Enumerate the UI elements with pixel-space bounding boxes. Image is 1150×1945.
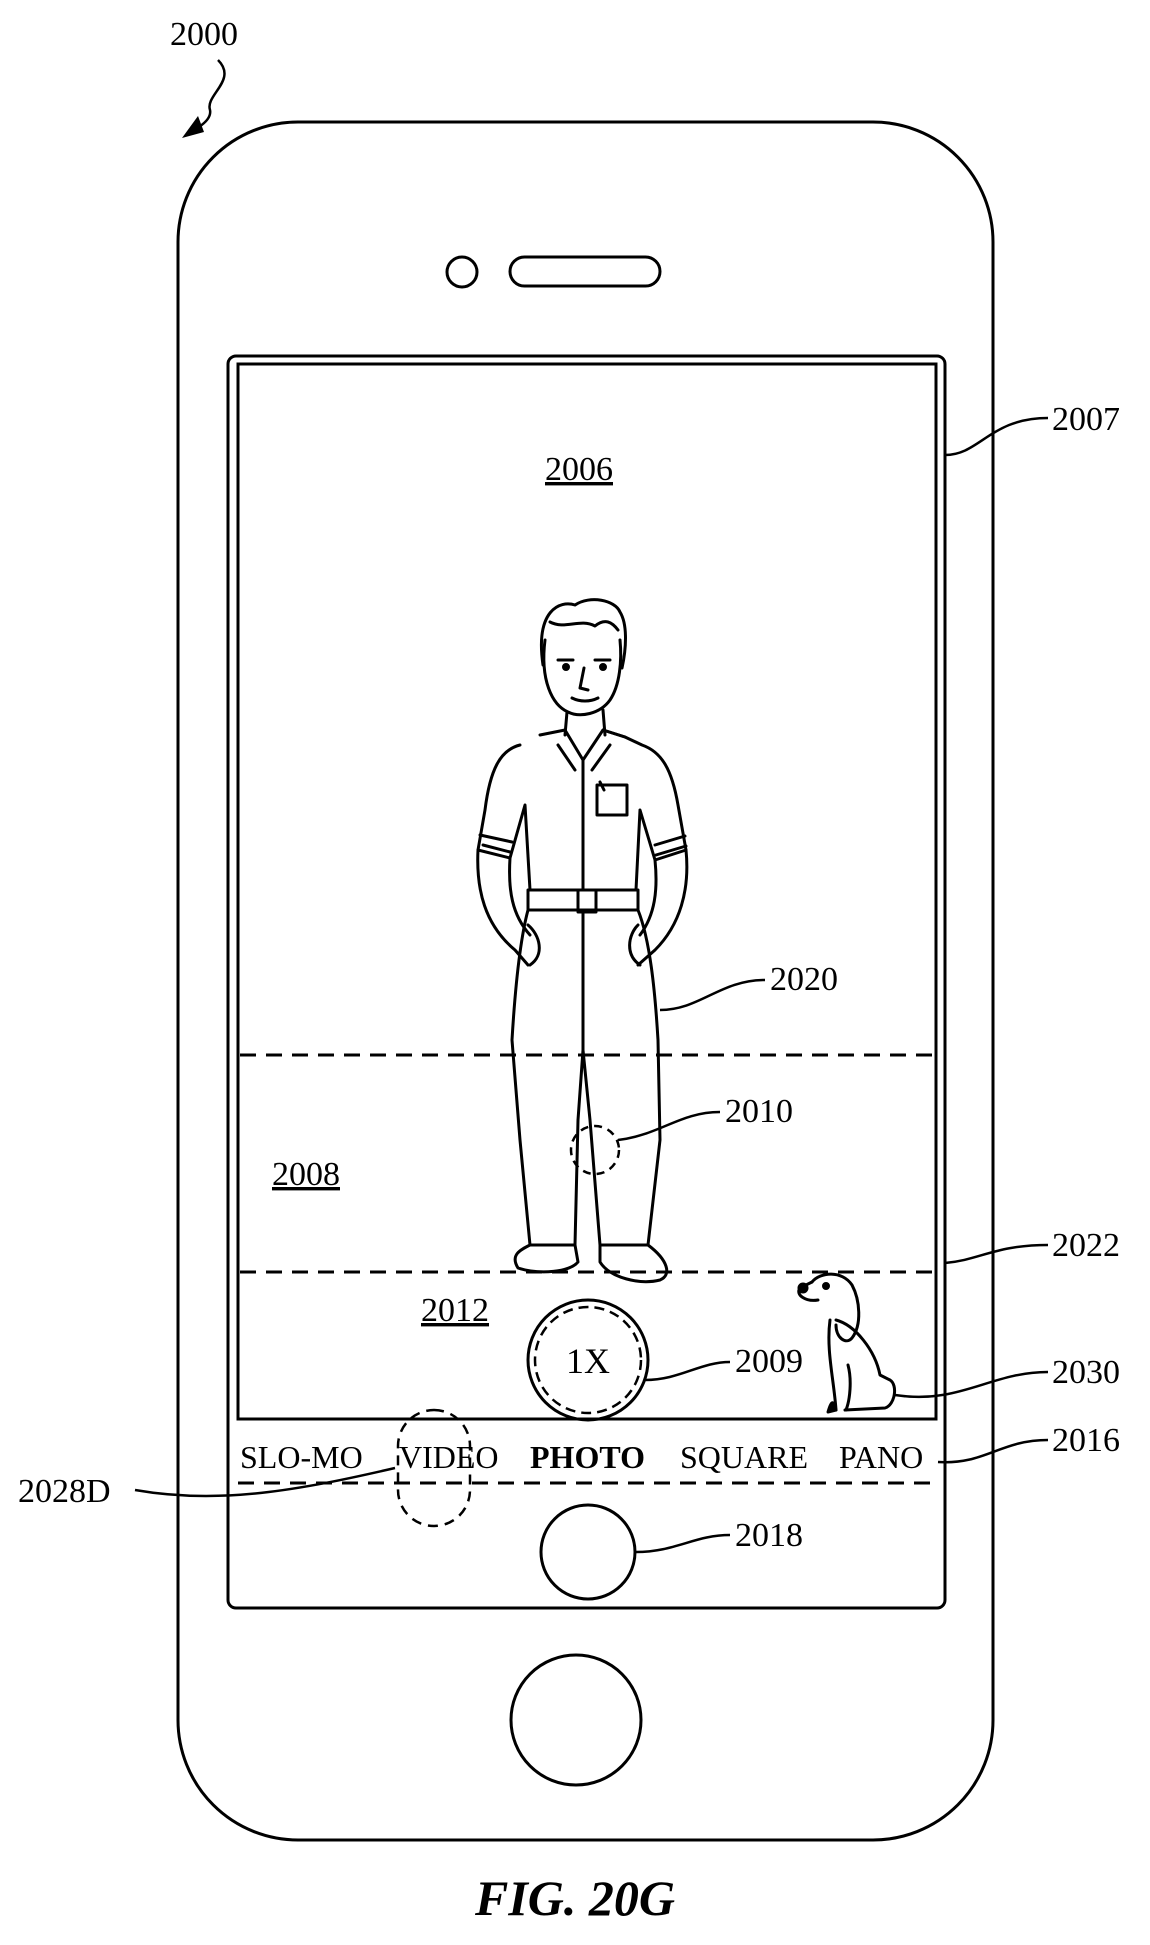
leader-dog (895, 1372, 1048, 1397)
leader-touch-point (618, 1112, 720, 1140)
ref-label-touch-point: 2010 (725, 1093, 793, 1130)
leader-zoom (645, 1362, 730, 1380)
leader-boundary (945, 1245, 1048, 1263)
ref-label-zoom: 2009 (735, 1343, 803, 1380)
ref-label-touch-mode: 2028D (18, 1473, 111, 1510)
device-ref-label: 2000 (170, 16, 238, 53)
earpiece-speaker (510, 257, 660, 286)
ref-label-display: 2007 (1052, 401, 1120, 438)
ref-label-person: 2020 (770, 961, 838, 998)
device-ref-arrowhead (182, 116, 204, 138)
region-bottom-label: 2012 (421, 1292, 489, 1329)
ref-label-shutter: 2018 (735, 1517, 803, 1554)
dog-figure (799, 1274, 895, 1412)
ref-label-dog: 2030 (1052, 1354, 1120, 1391)
camera-ui-label: 2006 (545, 451, 613, 488)
mode-item-video[interactable]: VIDEO (399, 1439, 499, 1475)
mode-item-photo[interactable]: PHOTO (530, 1439, 645, 1475)
shutter-button[interactable] (541, 1505, 635, 1599)
mode-item-square[interactable]: SQUARE (680, 1439, 808, 1475)
leader-display (945, 418, 1048, 455)
figure-caption: FIG. 20G (474, 1870, 675, 1926)
ref-label-mode-strip: 2016 (1052, 1422, 1120, 1459)
leader-person (660, 980, 765, 1010)
leader-shutter (636, 1535, 730, 1552)
mode-item-pano[interactable]: PANO (839, 1439, 923, 1475)
home-button[interactable] (511, 1655, 641, 1785)
phone-body (178, 122, 993, 1840)
region-middle-label: 2008 (272, 1156, 340, 1193)
person-figure (478, 600, 687, 1282)
leader-lines (135, 418, 1048, 1552)
front-camera-icon (447, 257, 477, 287)
ref-label-boundary: 2022 (1052, 1227, 1120, 1264)
mode-item-slo-mo[interactable]: SLO-MO (240, 1439, 363, 1475)
zoom-control-label[interactable]: 1X (566, 1341, 610, 1381)
